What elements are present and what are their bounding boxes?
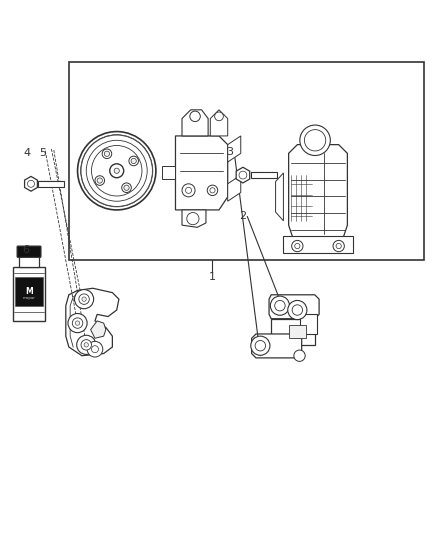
Circle shape xyxy=(28,180,35,187)
Polygon shape xyxy=(289,144,347,238)
Circle shape xyxy=(81,135,153,207)
Polygon shape xyxy=(13,266,46,321)
Polygon shape xyxy=(91,321,106,338)
Circle shape xyxy=(75,321,80,325)
Circle shape xyxy=(292,240,303,252)
Polygon shape xyxy=(228,175,241,201)
Bar xyxy=(251,172,277,178)
Circle shape xyxy=(275,301,285,311)
Circle shape xyxy=(333,240,344,252)
Text: 1: 1 xyxy=(209,271,216,281)
Bar xyxy=(289,325,306,338)
Polygon shape xyxy=(228,136,241,162)
Circle shape xyxy=(129,156,138,166)
Circle shape xyxy=(251,336,270,356)
Polygon shape xyxy=(66,288,119,356)
Circle shape xyxy=(124,185,129,190)
Polygon shape xyxy=(182,110,208,136)
Text: M: M xyxy=(25,287,33,296)
Circle shape xyxy=(104,151,110,156)
Circle shape xyxy=(86,140,147,201)
Polygon shape xyxy=(283,236,353,254)
Polygon shape xyxy=(271,319,315,345)
Circle shape xyxy=(114,168,119,173)
Text: 6: 6 xyxy=(22,245,29,255)
Circle shape xyxy=(210,188,215,193)
Circle shape xyxy=(81,340,92,350)
Circle shape xyxy=(182,184,195,197)
Bar xyxy=(16,279,42,304)
Circle shape xyxy=(81,135,152,206)
Circle shape xyxy=(78,132,156,210)
Text: 4: 4 xyxy=(23,148,30,158)
Circle shape xyxy=(292,305,303,315)
Circle shape xyxy=(255,341,265,351)
Circle shape xyxy=(131,158,136,164)
Circle shape xyxy=(72,318,83,328)
Text: 5: 5 xyxy=(39,148,46,158)
Polygon shape xyxy=(300,314,317,334)
Polygon shape xyxy=(210,110,228,136)
Circle shape xyxy=(190,111,200,122)
Circle shape xyxy=(185,187,191,193)
Circle shape xyxy=(110,164,124,177)
Polygon shape xyxy=(19,256,39,266)
Circle shape xyxy=(288,301,307,320)
Polygon shape xyxy=(25,176,37,191)
Circle shape xyxy=(82,297,86,301)
Circle shape xyxy=(74,289,94,309)
Circle shape xyxy=(87,341,103,357)
FancyBboxPatch shape xyxy=(17,246,41,257)
Circle shape xyxy=(336,244,341,249)
Text: 2: 2 xyxy=(240,211,247,221)
Circle shape xyxy=(295,244,300,249)
Circle shape xyxy=(215,112,223,120)
Circle shape xyxy=(102,149,112,159)
Circle shape xyxy=(270,296,290,315)
Circle shape xyxy=(207,185,218,196)
Polygon shape xyxy=(236,167,250,183)
Circle shape xyxy=(95,176,105,185)
Circle shape xyxy=(122,183,131,192)
Polygon shape xyxy=(176,136,228,210)
Circle shape xyxy=(97,178,102,183)
Circle shape xyxy=(77,335,96,354)
Bar xyxy=(39,181,64,187)
Circle shape xyxy=(92,146,142,196)
Circle shape xyxy=(300,125,330,156)
Circle shape xyxy=(79,294,89,304)
Polygon shape xyxy=(269,295,319,319)
Bar xyxy=(69,62,424,260)
Circle shape xyxy=(294,350,305,361)
Text: mopar: mopar xyxy=(23,296,35,300)
Circle shape xyxy=(68,313,87,333)
Polygon shape xyxy=(182,210,206,228)
Text: 3: 3 xyxy=(226,147,233,157)
Bar xyxy=(15,277,43,305)
Circle shape xyxy=(304,130,326,151)
Circle shape xyxy=(92,346,99,353)
Polygon shape xyxy=(252,334,302,358)
Polygon shape xyxy=(276,173,283,221)
Circle shape xyxy=(84,343,88,347)
Circle shape xyxy=(187,213,199,225)
Circle shape xyxy=(239,171,247,179)
Polygon shape xyxy=(162,166,176,180)
